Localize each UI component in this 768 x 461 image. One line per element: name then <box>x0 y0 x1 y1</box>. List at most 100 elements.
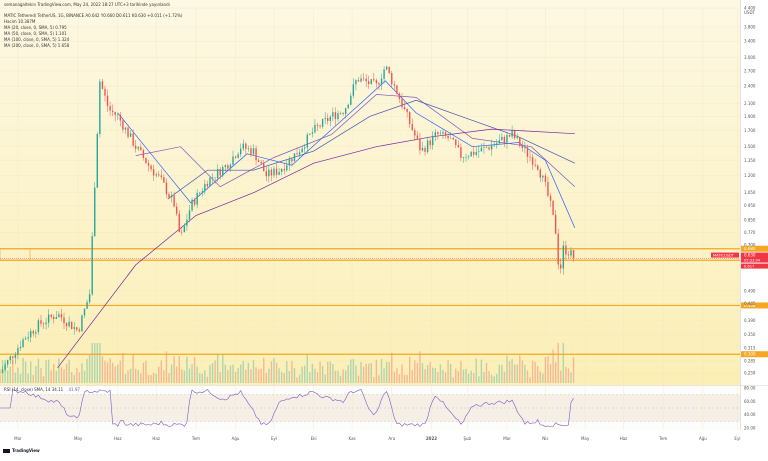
candle-body <box>414 130 416 136</box>
volume-bar <box>429 361 431 383</box>
volume-bar <box>321 365 324 383</box>
candle-body <box>268 169 270 177</box>
rsi-legend[interactable]: RSI (14, close) SMA, 14 34.11 41.97 <box>4 387 80 392</box>
volume-bar <box>416 362 419 383</box>
candle-body <box>329 116 332 121</box>
level-price-tag <box>741 245 768 252</box>
candle-body <box>478 151 480 153</box>
candle-body <box>462 157 465 158</box>
volume-bar <box>296 377 298 383</box>
time-tick-label: May <box>581 436 590 441</box>
volume-bar <box>19 373 22 383</box>
candle-body <box>347 104 349 109</box>
candle-body <box>388 66 390 73</box>
volume-bar <box>434 368 436 383</box>
countdown-label: 05:33:04 <box>744 258 761 262</box>
volume-bar <box>490 374 493 383</box>
ma-line-200[interactable]: MA (200, close, 0, SMA, 5) 1.658 <box>4 43 70 48</box>
candle-body <box>60 314 63 318</box>
candle-body <box>27 337 29 339</box>
volume-bar <box>275 362 278 383</box>
price-tick-label: 2.400 <box>744 84 756 89</box>
candle-body <box>393 84 396 86</box>
candle-body <box>362 78 365 80</box>
candle-body <box>9 356 11 361</box>
volume-bar <box>316 372 319 383</box>
brand-label: TradingView <box>12 448 40 453</box>
volume-bar <box>273 358 275 383</box>
candle-body <box>314 124 316 133</box>
volume-bar <box>286 361 288 383</box>
volume-bar <box>109 358 111 383</box>
candle-body <box>360 78 362 82</box>
candle-body <box>68 321 70 327</box>
candle-body <box>426 140 429 152</box>
candle-body <box>365 78 367 82</box>
volume-bar <box>380 358 383 383</box>
candle-body <box>309 133 311 135</box>
candle-body <box>298 152 301 155</box>
volume-bar <box>191 364 193 383</box>
volume-bar <box>419 351 421 383</box>
candle-body <box>50 314 52 317</box>
level-zone-box <box>0 248 31 261</box>
candle-body <box>12 356 14 358</box>
candle-body <box>565 245 567 255</box>
price-axis[interactable]: 4.400 3.800 3.400 3.000 2.700 2.400 2.100 1.900… <box>744 6 756 376</box>
volume-bar <box>462 369 465 383</box>
candle-body <box>170 195 173 198</box>
volume-bar <box>526 370 529 383</box>
volume-bar <box>470 370 472 383</box>
volume-bar <box>357 375 360 383</box>
volume-bar <box>224 364 227 383</box>
candle-body <box>119 114 122 121</box>
candle-body <box>503 136 506 143</box>
volume-bar <box>513 364 516 383</box>
symbol-line: MATIC Tethered/ TetherUS, 1G, BINANCE A0… <box>4 13 183 18</box>
volume-bar <box>478 376 480 383</box>
volume-bar <box>291 360 293 383</box>
volume-bar <box>245 369 247 383</box>
candle-body <box>554 214 557 234</box>
candle-body <box>224 165 227 168</box>
candle-body <box>188 210 191 220</box>
candle-body <box>570 250 572 256</box>
tradingview-brand[interactable]: TradingView <box>3 448 40 453</box>
candle-body <box>260 161 262 164</box>
candle-body <box>334 112 337 120</box>
candle-body <box>493 145 495 146</box>
candle-body <box>442 132 444 134</box>
candle-body <box>42 323 45 325</box>
candle-body <box>245 143 247 149</box>
time-tick-label: Haz <box>114 436 122 441</box>
candle-body <box>339 113 342 114</box>
volume-bar <box>158 366 160 383</box>
volume-bar <box>250 369 252 383</box>
price-tick-label: 1.500 <box>744 144 756 149</box>
volume-bar <box>237 368 239 383</box>
candle-body <box>539 169 541 178</box>
candle-body <box>296 153 298 155</box>
level-price-tag <box>741 302 768 309</box>
candle-body <box>355 80 357 85</box>
candle-body <box>242 143 244 149</box>
candle-body <box>155 174 157 176</box>
volume-bar <box>6 370 9 383</box>
candle-body <box>401 99 403 108</box>
ma-line-100[interactable]: MA (100, close, 0, SMA, 5) 1.324 <box>4 37 70 42</box>
candle-body <box>96 133 99 188</box>
volume-bar <box>163 370 165 383</box>
volume-bar <box>168 373 170 383</box>
time-tick-label: Ağu <box>699 436 707 441</box>
time-tick-label: 2022 <box>426 436 437 441</box>
current-price-label: 0.630 <box>744 253 756 258</box>
ma-line-20[interactable]: MA (20, close, 0, SMA, 5) 0.795 <box>4 25 67 30</box>
volume-bar <box>216 353 219 383</box>
ma-line-50[interactable]: MA (50, close, 0, SMA, 5) 1.101 <box>4 31 67 36</box>
volume-bar <box>396 368 398 383</box>
price-tick-label: 0.445 <box>744 301 756 306</box>
candle-body <box>467 156 470 158</box>
price-tick-label: 0.285 <box>744 358 756 363</box>
